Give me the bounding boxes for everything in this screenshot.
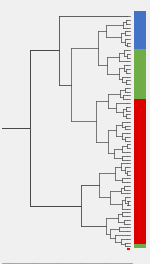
Bar: [134, 99, 146, 244]
Bar: [134, 11, 146, 49]
Bar: [134, 244, 146, 248]
Bar: [134, 49, 146, 99]
